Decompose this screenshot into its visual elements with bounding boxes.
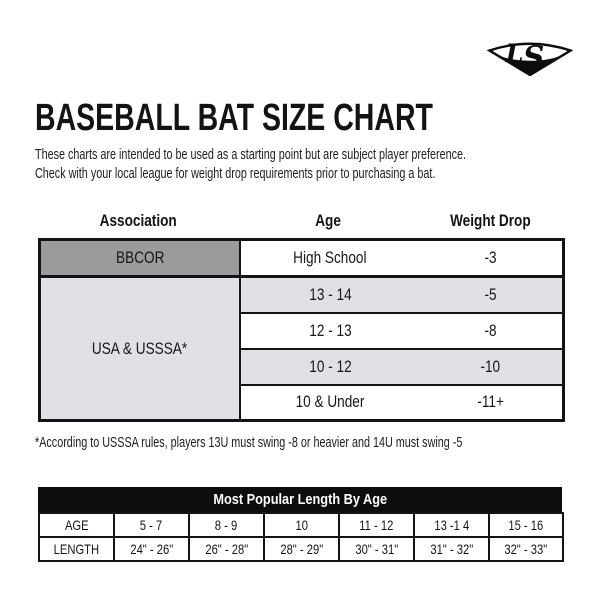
weight-drop-cell: -10 (419, 347, 565, 386)
length-table-caption: Most Popular Length By Age (38, 487, 562, 512)
length-value: 30" - 31" (338, 536, 415, 562)
age-cell: 10 & Under (238, 383, 420, 422)
table-row-usa-10-12: 10 - 12 -10 (40, 347, 565, 386)
usssa-footnote: *According to USSSA rules, players 13U m… (35, 434, 463, 451)
length-table-grid: AGE 5 - 7 8 - 9 10 11 - 12 13 -1 4 15 - … (38, 512, 564, 562)
length-value: 24" - 26" (113, 536, 190, 562)
weight-drop-cell: -11+ (419, 383, 565, 422)
table-row-usa-13-14: USA & USSSA* 13 - 14 -5 (38, 275, 565, 422)
length-table: Most Popular Length By Age AGE 5 - 7 8 -… (38, 487, 564, 562)
table-row-usa-12-13: 12 - 13 -8 (40, 311, 565, 350)
size-table: BBCOR High School -3 USA & USSSA* 13 - 1… (38, 238, 565, 422)
association-column-header: Association (99, 211, 177, 230)
usa-usssa-association-cell: USA & USSSA* (38, 275, 241, 422)
age-value: 11 - 12 (338, 512, 415, 538)
age-value: 8 - 9 (188, 512, 265, 538)
intro-text: These charts are intended to be used as … (35, 146, 600, 183)
weight-drop-column-header: Weight Drop (449, 211, 531, 230)
age-row: AGE 5 - 7 8 - 9 10 11 - 12 13 -1 4 15 - … (38, 512, 564, 538)
size-table-header-row: Association Age Weight Drop (38, 211, 562, 231)
age-column-header: Age (315, 211, 341, 230)
age-value: 5 - 7 (113, 512, 190, 538)
length-value: 32" - 33" (488, 536, 564, 562)
table-row-usa-10-under: 10 & Under -11+ (40, 383, 565, 422)
intro-line-2: Check with your local league for weight … (35, 164, 436, 182)
length-value: 28" - 29" (263, 536, 340, 562)
table-row-bbcor: BBCOR High School -3 (38, 238, 565, 278)
svg-text:L: L (505, 38, 524, 68)
length-value: 26" - 28" (188, 536, 265, 562)
louisville-slugger-logo: L S (487, 31, 573, 76)
age-cell: 12 - 13 (238, 311, 420, 350)
age-cell: 13 - 14 (238, 275, 420, 314)
age-row-label: AGE (38, 512, 115, 538)
length-value: 31" - 32" (413, 536, 490, 562)
bbcor-association-cell: BBCOR (38, 238, 241, 278)
age-value: 15 - 16 (488, 512, 564, 538)
age-value: 13 -1 4 (413, 512, 490, 538)
age-value: 10 (263, 512, 340, 538)
intro-line-1: These charts are intended to be used as … (35, 146, 467, 163)
weight-drop-cell: -3 (419, 238, 565, 278)
page-title: BASEBALL BAT SIZE CHART (35, 97, 433, 139)
weight-drop-cell: -5 (419, 275, 565, 314)
length-row: LENGTH 24" - 26" 26" - 28" 28" - 29" 30"… (38, 536, 564, 562)
age-cell: High School (238, 238, 420, 278)
ls-diamond-icon: L S (487, 38, 573, 76)
svg-text:S: S (523, 39, 544, 74)
length-row-label: LENGTH (38, 536, 115, 562)
age-cell: 10 - 12 (238, 347, 420, 386)
weight-drop-cell: -8 (419, 311, 565, 350)
